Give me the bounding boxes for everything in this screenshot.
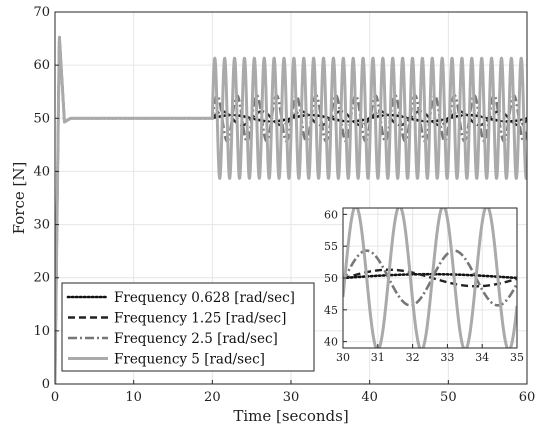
main-ticks: 0 10 20 30 40 50 60 0 10 20 30 40 50 60 70 [33, 5, 535, 405]
inset-ticks: 30 31 32 33 34 35 40 45 50 55 60 [324, 208, 524, 364]
inset-plot: 30 31 32 33 34 35 40 45 50 55 60 [324, 207, 524, 364]
y-tick-label: 10 [33, 324, 50, 339]
y-tick-label: 55 [324, 240, 338, 253]
y-axis-label: Force [N] [10, 162, 28, 235]
x-tick-label: 34 [475, 351, 489, 364]
y-tick-label: 50 [324, 272, 338, 285]
x-tick-label: 10 [125, 390, 142, 405]
y-tick-label: 40 [33, 164, 50, 179]
series-line-4 [55, 35, 527, 384]
y-tick-label: 20 [33, 271, 50, 286]
legend: Frequency 0.628 [rad/sec] Frequency 1.25 … [61, 282, 315, 372]
x-tick-label: 30 [283, 390, 300, 405]
legend-label-3: Frequency 2.5 [rad/sec] [114, 331, 278, 347]
y-tick-label: 50 [33, 111, 50, 126]
legend-label-1: Frequency 0.628 [rad/sec] [114, 290, 295, 306]
x-axis-label: Time [seconds] [233, 407, 348, 425]
x-tick-label: 60 [519, 390, 536, 405]
x-tick-label: 50 [440, 390, 457, 405]
x-tick-label: 40 [361, 390, 378, 405]
x-tick-label: 33 [440, 351, 454, 364]
y-tick-label: 70 [33, 5, 50, 20]
series-line-3 [343, 249, 517, 307]
series-line-2 [343, 268, 517, 288]
x-tick-label: 32 [406, 351, 420, 364]
x-tick-label: 35 [510, 351, 524, 364]
series-line-4 [343, 208, 517, 348]
y-tick-label: 60 [33, 58, 50, 73]
y-tick-label: 0 [42, 377, 50, 392]
legend-label-4: Frequency 5 [rad/sec] [114, 352, 265, 368]
x-tick-label: 0 [51, 390, 59, 405]
legend-label-2: Frequency 1.25 [rad/sec] [114, 311, 286, 327]
y-tick-label: 30 [33, 218, 50, 233]
y-tick-label: 45 [324, 304, 338, 317]
x-tick-label: 20 [204, 390, 221, 405]
y-tick-label: 60 [324, 208, 338, 221]
x-tick-label: 30 [336, 351, 350, 364]
inset-series [343, 208, 517, 348]
x-tick-label: 31 [371, 351, 385, 364]
series-line-1 [343, 272, 517, 280]
y-tick-label: 40 [324, 336, 338, 349]
main-series [55, 35, 527, 384]
